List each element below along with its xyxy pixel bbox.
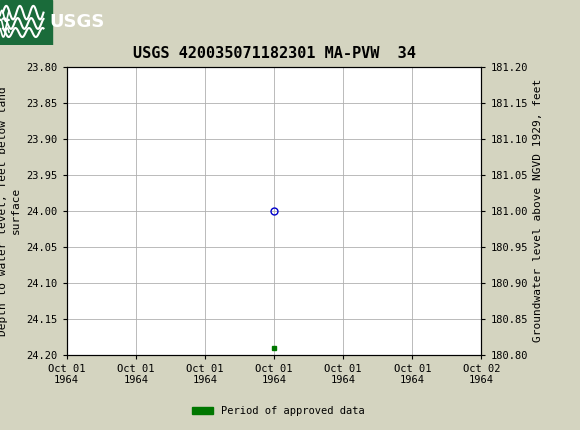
Title: USGS 420035071182301 MA-PVW  34: USGS 420035071182301 MA-PVW 34 bbox=[133, 46, 415, 61]
Y-axis label: Groundwater level above NGVD 1929, feet: Groundwater level above NGVD 1929, feet bbox=[534, 79, 543, 342]
Text: USGS: USGS bbox=[49, 12, 104, 31]
Bar bbox=[0, 0, 52, 45]
Legend: Period of approved data: Period of approved data bbox=[188, 402, 369, 421]
Y-axis label: Depth to water level, feet below land
surface: Depth to water level, feet below land su… bbox=[0, 86, 21, 335]
